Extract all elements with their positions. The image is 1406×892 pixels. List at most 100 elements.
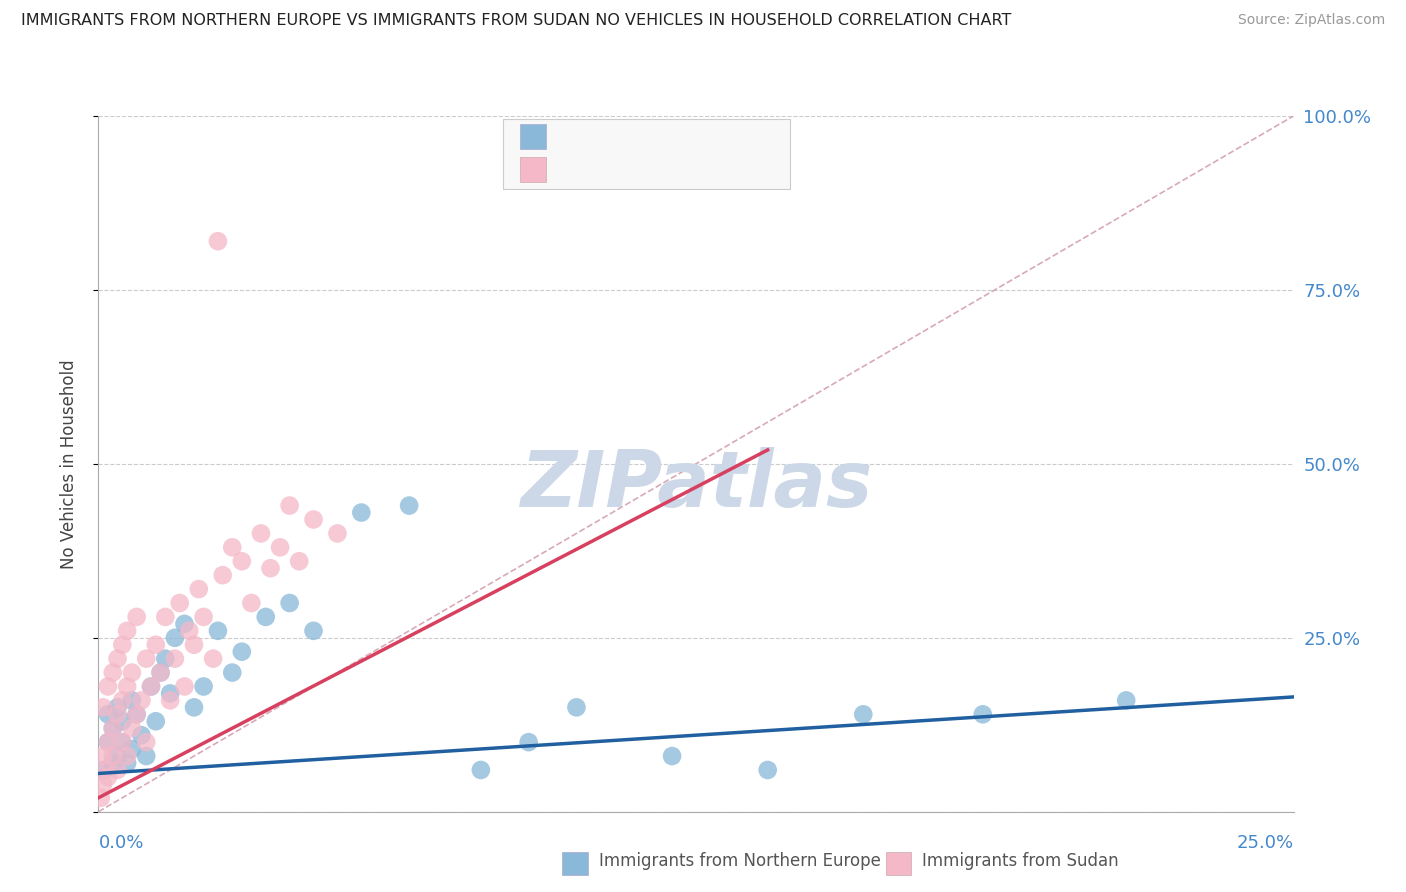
Point [470,763,492,777]
Point [97,707,120,722]
Text: 0.067: 0.067 [596,123,652,141]
Point [1115,693,1137,707]
Point [107,763,129,777]
Point [115,756,138,770]
Point [145,714,167,729]
Point [121,742,143,756]
Point [661,749,683,764]
Point [125,707,148,722]
Text: 40: 40 [702,123,727,141]
Text: 25.0%: 25.0% [1236,834,1294,852]
Point [111,638,134,652]
Text: Immigrants from Sudan: Immigrants from Sudan [922,852,1119,870]
Point [159,693,181,707]
Point [135,749,157,764]
Point [169,596,191,610]
Point [115,680,138,694]
Point [111,693,134,707]
Point [121,693,143,707]
Point [107,749,129,764]
Point [187,582,209,596]
Point [517,735,540,749]
Point [101,665,124,680]
Point [179,624,201,638]
Point [91,763,114,777]
Point [211,568,233,582]
Point [972,707,994,722]
Point [221,541,243,555]
Point [121,721,143,735]
Point [125,707,148,722]
Point [149,665,172,680]
Y-axis label: No Vehicles in Household: No Vehicles in Household [59,359,77,569]
Point [278,499,301,513]
Point [288,554,311,568]
Point [269,541,291,555]
Point [302,624,325,638]
Text: R =: R = [554,123,593,141]
Point [302,512,325,526]
Point [183,638,205,652]
Point [221,665,243,680]
Text: N =: N = [659,123,699,141]
Point [231,645,253,659]
Point [135,651,157,665]
Point [101,749,124,764]
Point [107,651,129,665]
Point [173,616,195,631]
Text: R =: R = [554,156,593,174]
Point [111,735,134,749]
Point [155,610,177,624]
Point [231,554,253,568]
Point [240,596,263,610]
Point [135,735,157,749]
Point [107,700,129,714]
Point [350,506,373,520]
Text: 52: 52 [702,156,727,174]
Point [207,624,229,638]
Point [149,665,172,680]
Point [97,680,120,694]
Point [101,721,124,735]
Point [193,610,215,624]
Point [145,638,167,652]
Point [97,735,120,749]
Point [97,770,120,784]
Text: 0.630: 0.630 [596,156,652,174]
Text: Source: ZipAtlas.com: Source: ZipAtlas.com [1237,13,1385,28]
Point [183,700,205,714]
Point [101,721,124,735]
Point [202,651,225,665]
Point [163,651,186,665]
Point [97,735,120,749]
Point [91,749,114,764]
Point [173,680,195,694]
Text: Immigrants from Northern Europe: Immigrants from Northern Europe [599,852,880,870]
Point [90,790,112,805]
Text: N =: N = [659,156,699,174]
Text: IMMIGRANTS FROM NORTHERN EUROPE VS IMMIGRANTS FROM SUDAN NO VEHICLES IN HOUSEHOL: IMMIGRANTS FROM NORTHERN EUROPE VS IMMIG… [21,13,1011,29]
Point [115,749,138,764]
Point [111,714,134,729]
Point [193,680,215,694]
Point [259,561,281,575]
Point [278,596,301,610]
Point [250,526,273,541]
Point [139,680,162,694]
Point [91,700,114,714]
Point [155,651,177,665]
Point [326,526,349,541]
Point [565,700,588,714]
Point [131,728,153,742]
Point [163,631,186,645]
Point [139,680,162,694]
Point [125,610,148,624]
Point [131,693,153,707]
Point [111,735,134,749]
Point [107,707,129,722]
Text: ZIPatlas: ZIPatlas [520,447,872,523]
Point [254,610,277,624]
Point [398,499,420,513]
Point [852,707,875,722]
Point [207,234,229,248]
